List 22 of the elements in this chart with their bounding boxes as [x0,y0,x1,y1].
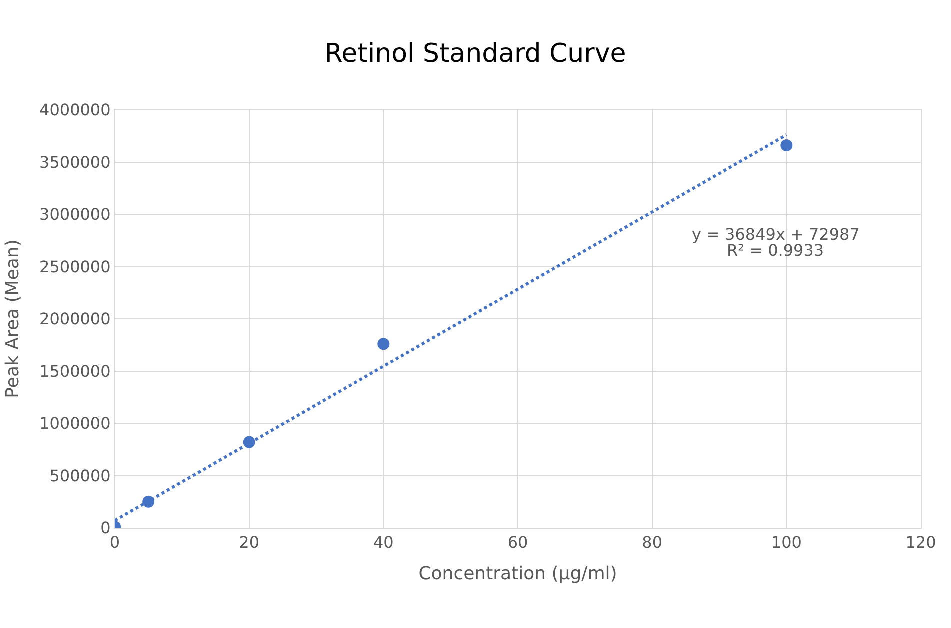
y-tick-label: 0 [100,518,111,538]
y-tick-label: 4000000 [40,100,111,120]
annotation: R² = 0.9933 [727,241,824,260]
y-tick-label: 2000000 [40,310,111,329]
y-tick-label: 500000 [50,466,111,486]
y-tick-label: 2500000 [40,257,111,276]
x-tick-label: 80 [642,533,663,552]
x-tick-label: 40 [373,533,394,552]
point [378,338,390,350]
y-tick-label: 3000000 [40,205,111,224]
y-tick-label: 3500000 [40,152,111,172]
x-tick-label: 120 [906,533,936,552]
y-axis-title: Peak Area (Mean) [2,240,24,398]
point [780,140,793,152]
annotation: y = 36849x + 72987 [692,225,860,244]
chart-title: Retinol Standard Curve [324,39,626,70]
y-tick-label: 1000000 [40,414,111,434]
x-tick-label: 100 [771,533,802,552]
x-tick-label: 20 [239,533,260,552]
x-tick-label: 60 [508,533,528,552]
y-tick-label: 1500000 [40,362,111,381]
x-axis-title: Concentration (µg/ml) [418,563,618,584]
